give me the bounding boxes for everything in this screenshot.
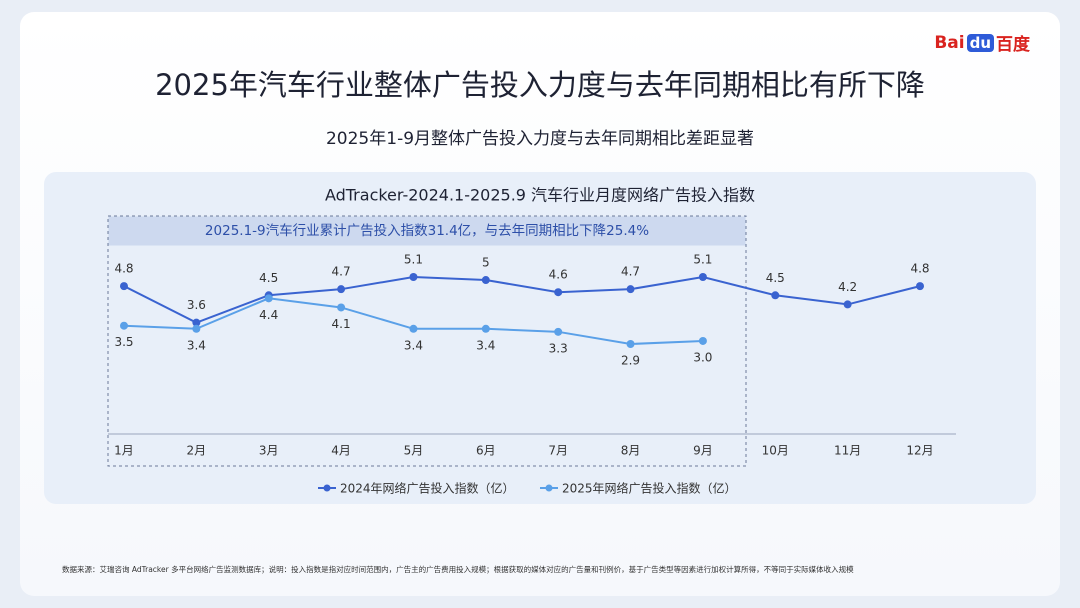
data-point [264, 294, 273, 303]
data-label: 3.4 [187, 338, 206, 352]
data-point [698, 336, 707, 345]
data-point [481, 324, 490, 333]
highlight-box [107, 215, 747, 467]
x-tick-label: 11月 [834, 444, 861, 458]
data-point [771, 291, 780, 300]
data-label: 3.4 [476, 338, 495, 352]
x-tick-label: 2月 [187, 444, 207, 458]
data-label: 5 [482, 256, 490, 270]
x-tick-label: 12月 [906, 444, 933, 458]
data-label: 3.3 [549, 341, 568, 355]
title: 2025年汽车行业整体广告投入力度与去年同期相比有所下降 [155, 68, 925, 102]
data-point [554, 288, 563, 297]
data-label: 3.5 [114, 335, 133, 349]
legend-label: 2024年网络广告投入指数（亿） [340, 481, 515, 496]
data-label: 4.5 [766, 271, 785, 285]
legend-label: 2025年网络广告投入指数（亿） [562, 481, 737, 496]
data-label: 4.4 [259, 308, 278, 322]
data-label: 5.1 [693, 253, 712, 267]
data-point [337, 285, 346, 294]
footnote: 数据来源：艾瑞咨询 AdTracker 多平台网络广告监测数据库；说明：投入指数… [62, 565, 854, 574]
data-point [698, 273, 707, 281]
annotation-band [108, 216, 746, 246]
subtitle: 2025年1-9月整体广告投入力度与去年同期相比差距显著 [325, 129, 755, 149]
data-label: 4.2 [838, 280, 857, 294]
data-label: 4.1 [332, 317, 351, 331]
legend-marker [323, 484, 331, 492]
data-point [409, 324, 418, 333]
series-line [123, 275, 921, 324]
data-point [626, 285, 635, 294]
data-label: 5.1 [404, 253, 423, 267]
data-point [843, 300, 852, 309]
x-tick-label: 10月 [762, 444, 789, 458]
data-label: 4.8 [910, 262, 929, 276]
x-tick-label: 7月 [548, 444, 568, 458]
data-point [409, 273, 418, 281]
data-point [916, 282, 924, 291]
annotation: 2025.1-9汽车行业累计广告投入指数31.4亿，与去年同期相比下降25.4% [205, 222, 649, 239]
data-label: 2.9 [621, 354, 640, 368]
logo-text: du [966, 33, 994, 52]
data-label: 3.0 [693, 350, 712, 364]
x-tick-label: 9月 [693, 444, 713, 458]
data-point [337, 303, 346, 312]
x-tick-label: 4月 [331, 444, 351, 458]
data-label: 4.8 [114, 262, 133, 276]
x-tick-label: 8月 [621, 444, 641, 458]
x-tick-label: 1月 [114, 444, 134, 458]
legend-marker [545, 484, 553, 492]
chart-title: AdTracker-2024.1-2025.9 汽车行业月度网络广告投入指数 [325, 186, 755, 205]
data-label: 4.6 [549, 268, 568, 282]
data-point [626, 340, 635, 348]
data-label: 3.6 [187, 298, 206, 312]
x-tick-label: 6月 [476, 444, 496, 458]
data-point [554, 327, 563, 336]
data-label: 3.4 [404, 338, 423, 352]
data-point [120, 282, 128, 291]
logo-text: 百度 [996, 35, 1030, 55]
data-label: 4.7 [621, 265, 640, 279]
logo-text: Bai [934, 32, 965, 53]
data-point [120, 321, 128, 330]
data-point [192, 324, 201, 333]
chart-panel [44, 172, 1036, 504]
x-tick-label: 3月 [259, 444, 279, 458]
data-label: 4.5 [259, 271, 278, 285]
logo: Bai du 百度 [934, 30, 1030, 56]
data-label: 4.7 [332, 265, 351, 279]
data-point [192, 318, 201, 327]
data-point [481, 276, 490, 285]
x-tick-label: 5月 [404, 444, 424, 458]
